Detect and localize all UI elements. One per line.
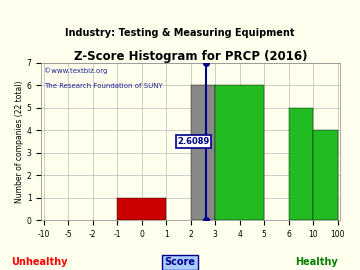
Text: 2.6089: 2.6089: [177, 137, 210, 146]
Text: Unhealthy: Unhealthy: [12, 257, 68, 267]
Text: The Research Foundation of SUNY: The Research Foundation of SUNY: [44, 83, 163, 89]
Text: ©www.textbiz.org: ©www.textbiz.org: [44, 68, 108, 74]
Text: Score: Score: [165, 257, 195, 267]
Bar: [313, 130, 338, 220]
Y-axis label: Number of companies (22 total): Number of companies (22 total): [15, 80, 24, 203]
Bar: [289, 108, 313, 220]
Text: Healthy: Healthy: [296, 257, 338, 267]
Bar: [215, 85, 264, 220]
Bar: [117, 198, 166, 220]
Title: Z-Score Histogram for PRCP (2016): Z-Score Histogram for PRCP (2016): [74, 50, 307, 63]
Bar: [191, 85, 215, 220]
Text: Industry: Testing & Measuring Equipment: Industry: Testing & Measuring Equipment: [65, 28, 295, 38]
